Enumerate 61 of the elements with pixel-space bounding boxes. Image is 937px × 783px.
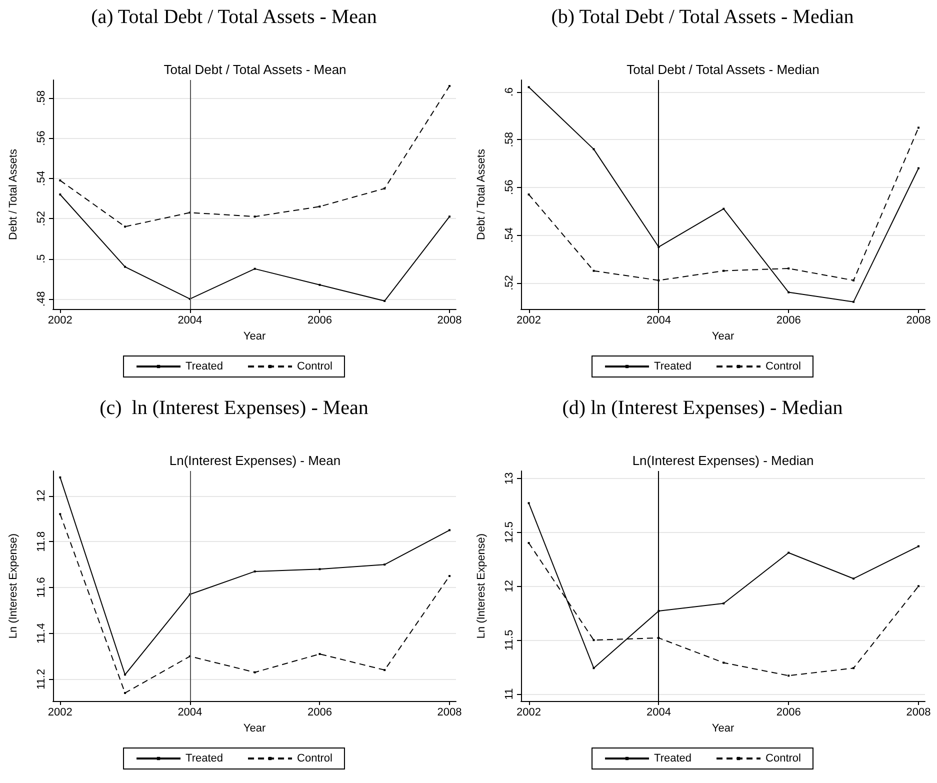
y-axis-title: Ln (Interest Expense) [476, 533, 488, 639]
x-tick-label: 2008 [906, 314, 931, 326]
y-tick-label: 11.8 [36, 531, 48, 552]
y-tick-label: .6 [504, 87, 516, 97]
chart-subtitle: Ln(Interest Expenses) - Mean [169, 453, 341, 468]
chart-subtitle: Ln(Interest Expenses) - Median [632, 453, 814, 468]
y-axis-title: Debt / Total Assets [8, 148, 20, 240]
x-tick-label: 2002 [516, 314, 542, 326]
x-tick-label: 2004 [178, 706, 202, 718]
y-tick-label: 12.5 [504, 522, 516, 543]
y-tick-label: .56 [36, 130, 48, 146]
x-tick-label: 2002 [48, 314, 72, 326]
y-tick-label: 11.4 [36, 623, 48, 644]
y-tick-label: 11.2 [36, 668, 48, 690]
x-axis-title: Year [712, 722, 734, 734]
x-tick-label: 2004 [646, 706, 671, 718]
y-tick-label: 12 [504, 580, 516, 592]
y-tick-label: .58 [36, 90, 48, 106]
chart-title: (a) Total Debt / Total Assets - Mean [91, 6, 377, 28]
x-tick-label: 2002 [48, 706, 72, 718]
x-tick-label: 2002 [516, 706, 542, 718]
y-tick-label: 11.6 [36, 577, 48, 598]
y-tick-label: .5 [36, 254, 48, 264]
x-axis-title: Year [243, 722, 266, 734]
y-tick-label: 11.5 [504, 630, 516, 650]
x-tick-label: 2008 [437, 314, 462, 326]
y-tick-label: .54 [504, 227, 516, 243]
y-axis-title: Ln (Interest Expense) [8, 533, 20, 639]
y-tick-label: .58 [504, 132, 516, 148]
chart-title: (b) Total Debt / Total Assets - Median [551, 6, 854, 28]
legend-label: Control [766, 360, 801, 372]
x-tick-label: 2004 [178, 314, 202, 326]
x-axis-title: Year [243, 330, 266, 342]
chart-title: (c) ln (Interest Expenses) - Mean [100, 397, 368, 419]
x-tick-label: 2006 [776, 706, 801, 718]
y-tick-label: 12 [36, 490, 48, 502]
y-tick-label: .56 [504, 180, 516, 195]
x-tick-label: 2006 [776, 314, 801, 326]
chart-title: (d) ln (Interest Expenses) - Median [562, 397, 843, 419]
y-axis-title: Debt / Total Assets [476, 148, 488, 240]
y-tick-label: 11 [504, 688, 516, 700]
chart-subtitle: Total Debt / Total Assets - Mean [164, 62, 346, 77]
x-tick-label: 2006 [307, 706, 332, 718]
y-tick-label: .52 [36, 210, 48, 226]
legend-label: Treated [186, 752, 224, 764]
y-tick-label: 13 [504, 472, 516, 484]
x-tick-label: 2008 [437, 706, 462, 718]
legend-label: Control [766, 752, 801, 764]
x-tick-label: 2004 [646, 314, 671, 326]
x-tick-label: 2008 [906, 706, 931, 718]
legend-label: Control [297, 360, 332, 372]
x-tick-label: 2006 [307, 314, 332, 326]
legend-label: Treated [654, 360, 692, 372]
y-tick-label: .52 [504, 275, 516, 290]
legend-label: Treated [654, 752, 692, 764]
chart-subtitle: Total Debt / Total Assets - Median [626, 62, 820, 77]
legend-label: Treated [186, 360, 224, 372]
x-axis-title: Year [712, 330, 734, 342]
y-tick-label: .54 [36, 170, 48, 186]
y-tick-label: .48 [36, 291, 48, 307]
legend-label: Control [297, 752, 332, 764]
